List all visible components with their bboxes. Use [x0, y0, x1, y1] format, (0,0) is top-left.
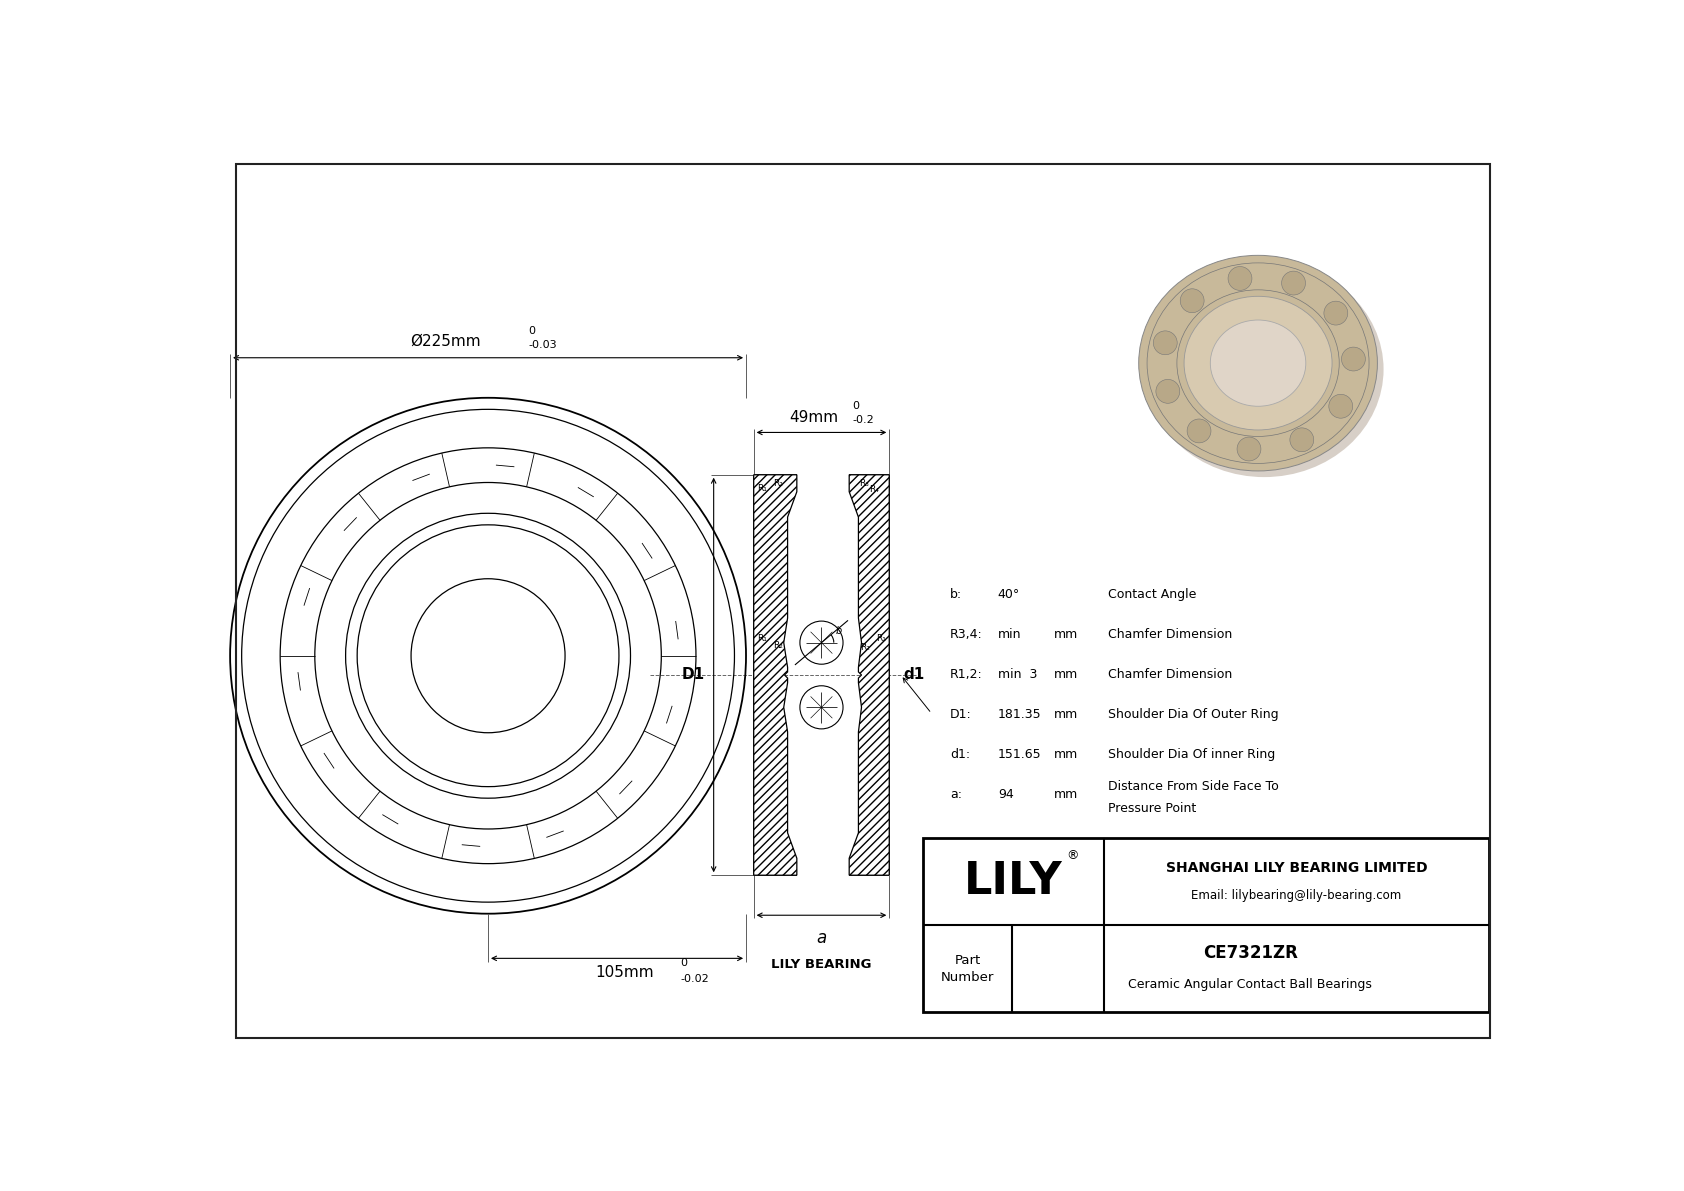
Text: a:: a: — [950, 787, 962, 800]
Text: D1:: D1: — [950, 707, 972, 721]
Circle shape — [1290, 428, 1314, 451]
Bar — [923, 838, 1489, 1012]
Text: ®: ® — [1066, 849, 1078, 862]
Ellipse shape — [1145, 262, 1384, 478]
Text: mm: mm — [1054, 668, 1078, 681]
Text: 0: 0 — [852, 401, 859, 411]
Text: Chamfer Dimension: Chamfer Dimension — [1108, 668, 1233, 681]
Text: R₄: R₄ — [869, 485, 879, 494]
Text: Pressure Point: Pressure Point — [1108, 802, 1196, 815]
Text: R₂: R₂ — [861, 643, 871, 651]
Text: b:: b: — [950, 587, 962, 600]
Text: R₃: R₃ — [859, 480, 869, 488]
Polygon shape — [754, 475, 797, 875]
Text: Chamfer Dimension: Chamfer Dimension — [1108, 628, 1233, 641]
Text: min: min — [999, 628, 1021, 641]
Text: LILY: LILY — [965, 860, 1063, 903]
Text: 151.65: 151.65 — [999, 748, 1041, 761]
Text: R₂: R₂ — [773, 480, 783, 488]
Text: d1: d1 — [903, 667, 925, 682]
Text: 0: 0 — [680, 959, 687, 968]
Text: Distance From Side Face To: Distance From Side Face To — [1108, 780, 1278, 793]
Text: Ø225mm: Ø225mm — [411, 333, 482, 349]
Text: LILY BEARING: LILY BEARING — [771, 958, 872, 971]
Text: mm: mm — [1054, 787, 1078, 800]
Text: SHANGHAI LILY BEARING LIMITED: SHANGHAI LILY BEARING LIMITED — [1165, 861, 1428, 875]
Text: Contact Angle: Contact Angle — [1108, 587, 1196, 600]
Text: min  3: min 3 — [999, 668, 1037, 681]
Circle shape — [1238, 437, 1261, 461]
Text: -0.03: -0.03 — [529, 341, 557, 350]
Text: Email: lilybearing@lily-bearing.com: Email: lilybearing@lily-bearing.com — [1192, 890, 1401, 902]
Text: 0: 0 — [529, 326, 536, 336]
Circle shape — [1187, 419, 1211, 443]
Text: mm: mm — [1054, 707, 1078, 721]
Text: CE7321ZR: CE7321ZR — [1202, 944, 1298, 962]
Text: mm: mm — [1054, 628, 1078, 641]
Text: Part
Number: Part Number — [941, 954, 994, 984]
Ellipse shape — [1138, 255, 1378, 470]
Text: R₁: R₁ — [756, 484, 766, 493]
Polygon shape — [849, 475, 889, 875]
Circle shape — [1154, 331, 1177, 355]
Text: -0.2: -0.2 — [852, 414, 874, 425]
Text: Shoulder Dia Of inner Ring: Shoulder Dia Of inner Ring — [1108, 748, 1275, 761]
Text: Ceramic Angular Contact Ball Bearings: Ceramic Angular Contact Ball Bearings — [1128, 978, 1372, 991]
Text: R3,4:: R3,4: — [950, 628, 983, 641]
Text: 40°: 40° — [999, 587, 1021, 600]
Circle shape — [1329, 394, 1352, 418]
Ellipse shape — [1211, 320, 1305, 406]
Text: D1: D1 — [682, 667, 704, 682]
Circle shape — [1342, 347, 1366, 370]
Text: 181.35: 181.35 — [999, 707, 1041, 721]
Circle shape — [1228, 267, 1251, 291]
Text: R₂: R₂ — [773, 641, 783, 650]
Text: 94: 94 — [999, 787, 1014, 800]
Circle shape — [800, 621, 844, 665]
Circle shape — [1180, 288, 1204, 313]
Text: -0.02: -0.02 — [680, 974, 709, 984]
Text: Shoulder Dia Of Outer Ring: Shoulder Dia Of Outer Ring — [1108, 707, 1278, 721]
Text: R1,2:: R1,2: — [950, 668, 983, 681]
Circle shape — [1324, 301, 1347, 325]
Text: d1:: d1: — [950, 748, 970, 761]
Text: b: b — [835, 626, 842, 636]
Text: mm: mm — [1054, 748, 1078, 761]
Text: a: a — [817, 929, 827, 947]
Circle shape — [1155, 380, 1180, 404]
Ellipse shape — [1184, 297, 1332, 430]
Circle shape — [800, 686, 844, 729]
Circle shape — [1282, 272, 1305, 295]
Text: 105mm: 105mm — [596, 965, 653, 979]
Text: R₁: R₁ — [756, 634, 766, 643]
Text: R₁: R₁ — [876, 634, 886, 643]
Text: 49mm: 49mm — [790, 410, 839, 425]
